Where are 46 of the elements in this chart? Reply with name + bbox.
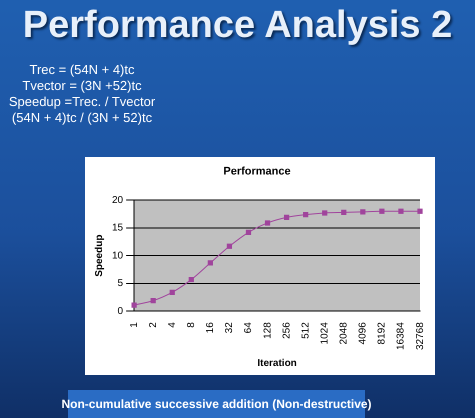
y-tick-label: 20	[112, 194, 124, 206]
point	[188, 276, 194, 282]
x-tick-label: 4096	[358, 322, 369, 344]
x-tick-label: 256	[281, 322, 292, 339]
x-tick-label: 8192	[376, 322, 388, 344]
point	[264, 220, 270, 226]
point	[360, 209, 366, 214]
x-tick-label: 4	[166, 322, 178, 328]
y-tick-label: 0	[118, 306, 124, 317]
point	[303, 212, 308, 218]
point	[208, 260, 213, 266]
x-tick-label: 32768	[414, 322, 426, 350]
x-axis-title: Iteration	[257, 358, 297, 369]
text: Non-cumulative successive addition (Non-destructive)	[61, 396, 372, 413]
x-tick-label: 16	[205, 322, 216, 334]
text: (54N + 4)tc / (3N + 52)tc	[10, 110, 154, 126]
point	[341, 210, 346, 216]
x-tick-label: 2048	[338, 322, 350, 344]
y-tick-label: 10	[112, 250, 124, 262]
point	[284, 214, 290, 220]
text: Speedup =Trec. / Tvector	[8, 94, 156, 110]
point	[398, 208, 404, 214]
chart-title: Performance Analysis 2	[22, 4, 454, 47]
y-axis-title: Speedup	[94, 234, 105, 277]
x-tick-label: 64	[243, 322, 254, 334]
point	[226, 244, 232, 249]
x-tick-label: 128	[262, 322, 274, 339]
y-tick-label: 5	[118, 278, 124, 290]
text: Tvector = (3N +52)tc	[21, 78, 143, 94]
x-tick-label: 1	[128, 322, 140, 328]
point	[322, 210, 328, 216]
point	[379, 208, 385, 214]
x-tick-label: 1024	[319, 322, 330, 344]
x-tick-label: 16384	[396, 322, 407, 350]
chart-subtitle: Performance	[223, 166, 291, 178]
point	[246, 230, 252, 236]
point	[417, 208, 423, 214]
x-tick-label: 512	[300, 322, 312, 339]
point	[150, 298, 156, 304]
point	[170, 290, 175, 295]
y-tick-label: 15	[112, 222, 124, 234]
point	[132, 302, 137, 308]
x-tick-label: 32	[224, 322, 236, 334]
x-tick-label: 2	[148, 322, 159, 328]
x-tick-label: 8	[186, 322, 198, 328]
text: Trec = (54N + 4)tc	[28, 62, 136, 78]
